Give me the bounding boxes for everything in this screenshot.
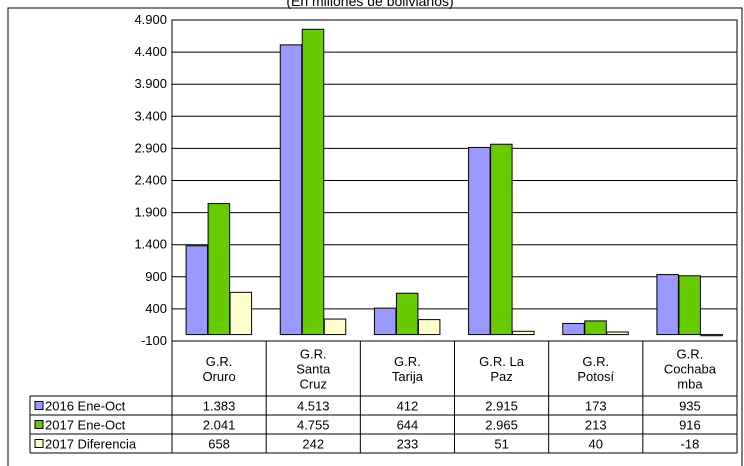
y-tick-label: 900 bbox=[145, 269, 167, 284]
category-label: G.R. bbox=[582, 354, 609, 369]
category-label: Cruz bbox=[300, 377, 327, 392]
bar-3-3 bbox=[417, 319, 441, 336]
category-label: Paz bbox=[490, 369, 512, 384]
category-label: G.R. bbox=[677, 347, 704, 362]
legend-swatch bbox=[34, 420, 44, 429]
table-cell-value: 1.383 bbox=[203, 399, 236, 414]
bar-1-2 bbox=[279, 44, 303, 336]
table-cell-value: 916 bbox=[679, 418, 701, 433]
category-label: Santa bbox=[296, 362, 331, 377]
y-tick-label: 2.400 bbox=[134, 173, 167, 188]
table-cell-value: 2.041 bbox=[203, 418, 236, 433]
legend-entry: 2017 Ene-Oct bbox=[45, 418, 126, 433]
table-cell-value: 233 bbox=[397, 437, 419, 452]
bar-1-6 bbox=[656, 274, 679, 336]
category-label: G.R. La bbox=[479, 354, 525, 369]
bar-1-5 bbox=[562, 322, 585, 336]
table-cell-value: 51 bbox=[494, 437, 508, 452]
y-tick-label: 1.400 bbox=[134, 237, 167, 252]
bar-2-3 bbox=[395, 292, 419, 336]
table-cell-value: 644 bbox=[397, 418, 419, 433]
category-label: G.R. bbox=[206, 354, 233, 369]
table-cell-value: 173 bbox=[585, 399, 607, 414]
bar-2-6 bbox=[678, 275, 701, 336]
legend-entry: 2016 Ene-Oct bbox=[45, 399, 126, 414]
category-label: Potosí bbox=[577, 369, 614, 384]
table-cell-value: 935 bbox=[679, 399, 701, 414]
y-tick-label: 2.900 bbox=[134, 140, 167, 155]
bar-2-1 bbox=[207, 203, 231, 336]
grid-lines bbox=[171, 19, 738, 342]
table-cell-value: 2.915 bbox=[485, 399, 518, 414]
legend-swatch bbox=[34, 439, 44, 448]
category-label: G.R. bbox=[394, 354, 421, 369]
category-label: G.R. bbox=[300, 347, 327, 362]
y-tick-label: -100 bbox=[141, 333, 167, 348]
category-label: Oruro bbox=[202, 369, 235, 384]
bars bbox=[185, 28, 723, 337]
table-cell-value: 242 bbox=[302, 437, 324, 452]
category-label: Tarija bbox=[392, 369, 424, 384]
y-tick-label: 4.400 bbox=[134, 44, 167, 59]
y-axis-tick-labels: 4.900 4.400 3.900 3.400 2.900 2.400 1.900 1.400… bbox=[134, 12, 167, 348]
bar-3-2 bbox=[323, 318, 347, 336]
bar-3-1 bbox=[229, 291, 253, 336]
y-tick-label: 3.400 bbox=[134, 108, 167, 123]
legend-entry: 2017 Diferencia bbox=[45, 437, 137, 452]
table-cell-value: 4.513 bbox=[297, 399, 330, 414]
bar-2-4 bbox=[490, 143, 513, 336]
chart-subtitle: (En millones de bolivianos) bbox=[286, 0, 453, 9]
legend-swatch bbox=[34, 401, 44, 410]
bar-2-2 bbox=[301, 28, 325, 336]
table-cell-value: 213 bbox=[585, 418, 607, 433]
table-cell-value: 412 bbox=[397, 399, 419, 414]
bar-3-6 bbox=[700, 334, 723, 337]
bar-1-4 bbox=[468, 146, 491, 336]
bar-1-3 bbox=[373, 307, 397, 336]
y-tick-label: 400 bbox=[145, 301, 167, 316]
table-cell-value: 2.965 bbox=[485, 418, 518, 433]
category-label: mba bbox=[677, 377, 703, 392]
y-tick-label: 3.900 bbox=[134, 76, 167, 91]
chart-frame bbox=[7, 7, 743, 466]
table-cell-value: -18 bbox=[681, 437, 700, 452]
table-cell-value: 40 bbox=[589, 437, 603, 452]
table-cell-value: 4.755 bbox=[297, 418, 330, 433]
table-cell-value: 658 bbox=[208, 437, 230, 452]
bar-2-5 bbox=[584, 320, 607, 336]
bar-3-4 bbox=[512, 330, 535, 336]
y-tick-label: 4.900 bbox=[134, 12, 167, 27]
bar-1-1 bbox=[185, 245, 209, 336]
category-label: Cochaba bbox=[664, 362, 717, 377]
bar-3-5 bbox=[606, 331, 629, 336]
y-tick-label: 1.900 bbox=[134, 205, 167, 220]
